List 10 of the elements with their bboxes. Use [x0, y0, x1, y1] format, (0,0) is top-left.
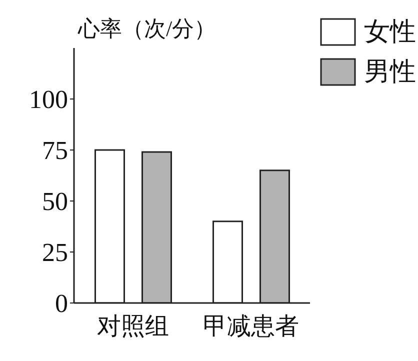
- legend-label: 男性: [364, 56, 416, 88]
- y-tick-label: 0: [55, 289, 68, 318]
- y-tick-label: 100: [29, 85, 68, 114]
- legend-label: 女性: [364, 16, 416, 48]
- y-tick-label: 50: [42, 187, 68, 216]
- y-tick-label: 75: [42, 136, 68, 166]
- y-tick-label: 25: [42, 238, 68, 268]
- x-tick-label: 甲减患者: [203, 314, 299, 340]
- x-tick-label: 对照组: [97, 314, 169, 340]
- y-axis-title: 心率（次/分）: [78, 15, 216, 43]
